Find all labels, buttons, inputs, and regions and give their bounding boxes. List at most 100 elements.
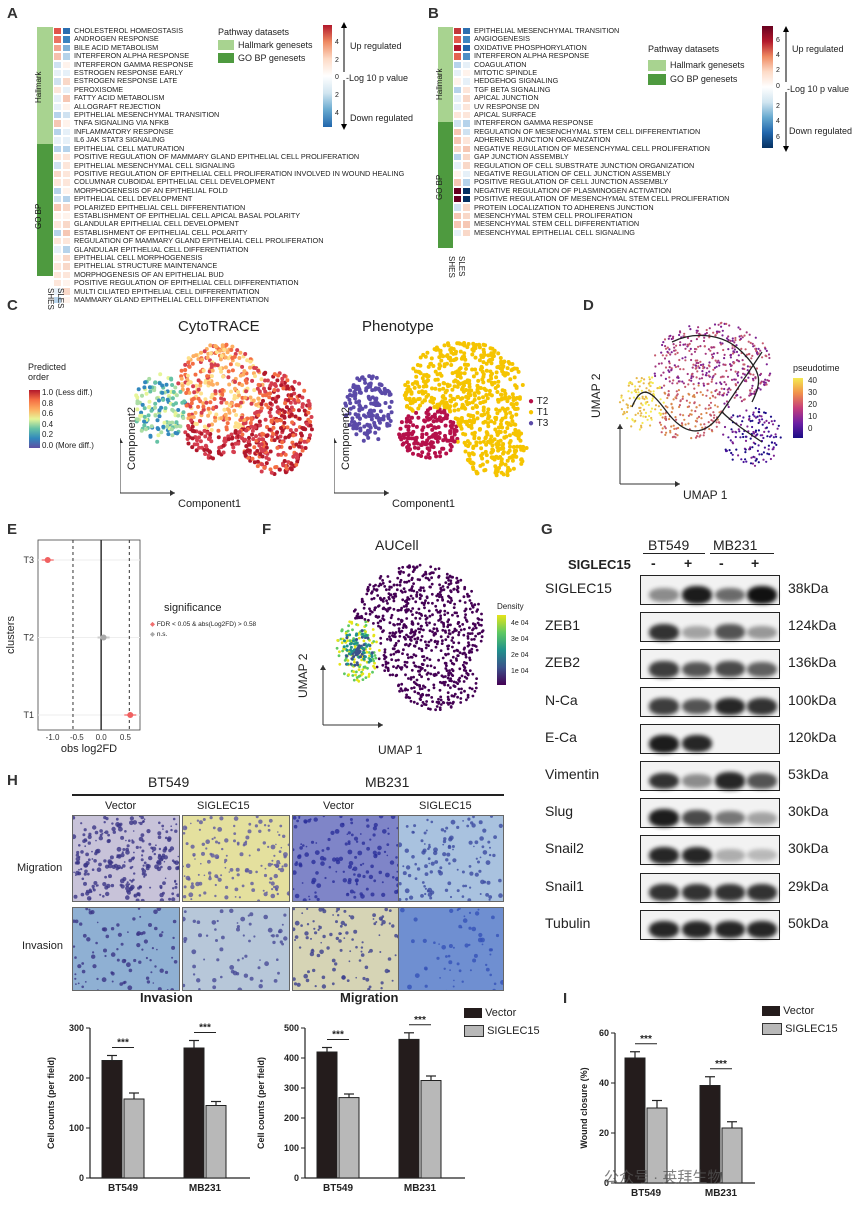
cell-point <box>442 680 445 684</box>
cell-point <box>441 400 446 405</box>
cell-point <box>374 656 378 660</box>
cell-point <box>644 411 648 414</box>
wb-band <box>715 697 745 716</box>
cell-point <box>357 403 362 407</box>
cell-point <box>427 455 432 460</box>
pathway-b-term: MITOTIC SPINDLE <box>474 68 538 78</box>
cell-dot <box>82 933 87 938</box>
cell-point <box>452 694 456 698</box>
cell-point <box>249 417 254 422</box>
cell-dot <box>416 867 421 871</box>
cell-point <box>218 348 223 353</box>
cell-point <box>712 368 715 371</box>
cell-point <box>426 664 429 668</box>
cell-point <box>722 363 725 366</box>
cell-point <box>363 414 368 419</box>
cell-point <box>144 427 148 432</box>
cell-point <box>255 448 260 453</box>
cell-point <box>507 433 512 438</box>
cell-point <box>437 382 442 387</box>
cell-point <box>770 441 774 444</box>
cell-point <box>421 384 426 389</box>
cell-point <box>432 627 436 631</box>
cell-point <box>689 328 692 331</box>
cell-point <box>361 438 366 443</box>
cell-dot <box>395 856 398 859</box>
cell-dot <box>354 855 358 859</box>
cell-point <box>441 639 444 643</box>
cell-point <box>748 415 751 418</box>
cell-point <box>514 412 519 417</box>
cell-point <box>185 373 190 378</box>
cell-point <box>376 594 380 597</box>
cell-dot <box>278 930 281 934</box>
cell-point <box>377 657 381 661</box>
x-axis-label: obs log2FD <box>61 743 117 755</box>
cell-point <box>776 427 779 430</box>
hallmark-band-b <box>438 27 453 122</box>
cell-point <box>265 425 269 429</box>
cell-dot <box>326 846 330 851</box>
cell-dot <box>172 887 175 890</box>
scale-label-down-a: Down regulated <box>350 113 414 123</box>
cell-point <box>200 357 204 362</box>
cell-dot <box>198 933 202 938</box>
cell-point <box>471 628 474 632</box>
cell-point <box>221 443 226 448</box>
cell-dot <box>195 881 200 887</box>
cell-dot <box>311 880 316 885</box>
cell-point <box>749 373 752 376</box>
cell-point <box>386 669 390 672</box>
cell-dot <box>468 840 473 845</box>
cell-point <box>741 432 744 436</box>
cell-dot <box>84 845 87 848</box>
cell-dot <box>238 896 241 899</box>
cell-point <box>165 424 170 429</box>
cell-point <box>509 455 514 460</box>
heatmap-cell <box>53 27 62 36</box>
cell-point <box>722 433 725 436</box>
cell-point <box>487 392 492 397</box>
cell-point <box>142 414 147 419</box>
cell-point <box>381 663 385 667</box>
cell-point <box>505 473 510 478</box>
pathway-b-term: NEGATIVE REGULATION OF PLASMINOGEN ACTIV… <box>474 185 672 195</box>
cell-dot <box>438 871 443 876</box>
heatmap-cell <box>453 136 462 145</box>
cell-point <box>405 693 408 697</box>
cell-point <box>405 633 408 637</box>
cell-point <box>672 379 675 382</box>
cell-dot <box>452 848 454 851</box>
cell-dot <box>159 884 163 889</box>
cell-point <box>627 390 630 393</box>
wb-band <box>747 921 777 939</box>
cell-point <box>628 382 631 385</box>
cell-dot <box>140 816 144 820</box>
cell-point <box>439 616 443 620</box>
cell-point <box>243 453 248 458</box>
cell-dot <box>113 863 118 868</box>
cell-point <box>407 574 410 577</box>
cell-dot <box>402 871 407 876</box>
cell-point <box>664 392 667 395</box>
cell-point <box>460 403 465 408</box>
cell-point <box>418 612 421 615</box>
cell-point <box>346 629 350 633</box>
wb-treatment-label: SIGLEC15 <box>568 557 631 572</box>
cell-point <box>452 700 455 704</box>
cell-point <box>496 448 501 453</box>
cell-point <box>695 391 699 394</box>
wb-sign-2: + <box>684 555 693 571</box>
predicted-order-title: Predicted order <box>28 362 67 382</box>
cell-point <box>638 397 641 400</box>
cell-point <box>403 383 408 387</box>
cell-dot <box>192 853 196 857</box>
pathway-b-term: INTERFERON GAMMA RESPONSE <box>474 118 594 128</box>
cell-point <box>407 579 411 583</box>
cell-dot <box>447 881 452 886</box>
cell-point <box>393 623 396 627</box>
cell-point <box>252 445 257 450</box>
cell-point <box>729 439 732 442</box>
cell-dot <box>275 843 277 846</box>
cell-dot <box>141 849 145 853</box>
